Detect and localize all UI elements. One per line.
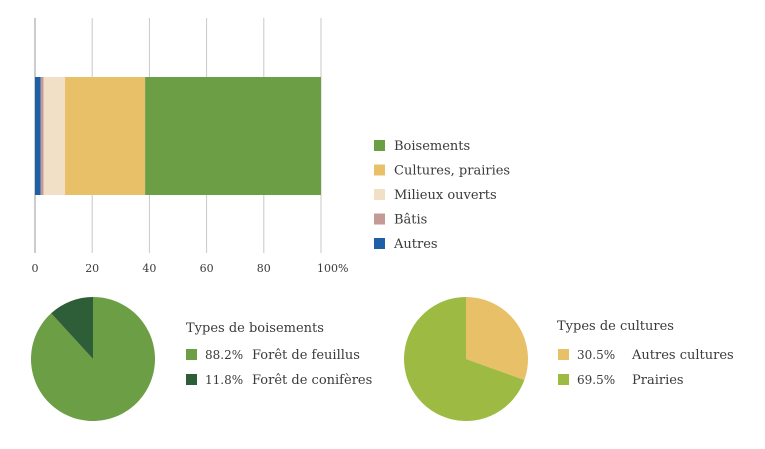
- slice-percent: 69.5%: [577, 373, 615, 387]
- bar-segment: [40, 77, 44, 195]
- pie-slice: [403, 297, 525, 421]
- legend-swatch: [374, 238, 385, 249]
- stacked-bar-chart: 0 20 40 60 80 100% Boisements Cultures, prairi…: [32, 18, 510, 275]
- bar-segments: [35, 77, 321, 195]
- legend-swatch: [374, 164, 385, 176]
- pie-legend: 88.2% Forêt de feuillus 11.8% Forêt de coni…: [186, 348, 372, 388]
- x-tick-label: 60: [200, 262, 214, 275]
- x-tick-label: 80: [257, 262, 271, 275]
- pie-slices: [31, 296, 156, 421]
- bar-segment: [35, 77, 41, 195]
- legend-label: Prairies: [632, 373, 684, 388]
- x-tick-label: 0: [32, 262, 39, 275]
- legend-label: Cultures, prairies: [394, 164, 510, 179]
- x-tick-label: 100%: [317, 262, 348, 275]
- x-tick-label: 20: [85, 262, 99, 275]
- legend-label: Bâtis: [394, 213, 427, 228]
- pie-slices: [403, 297, 528, 421]
- pie-slice: [466, 297, 528, 381]
- legend-label: Autres: [393, 237, 438, 252]
- slice-percent: 88.2%: [205, 348, 243, 362]
- legend-swatch: [558, 349, 569, 360]
- slice-percent: 30.5%: [577, 348, 615, 362]
- legend-label: Autres cultures: [631, 348, 734, 363]
- legend-label: Milieux ouverts: [394, 188, 497, 203]
- pie-legend: 30.5% Autres cultures 69.5% Prairies: [558, 348, 734, 388]
- bar-segment: [145, 77, 321, 195]
- pie-chart-cultures: Types de cultures 30.5% Autres cultures 69…: [403, 297, 734, 421]
- legend-swatch: [374, 189, 385, 200]
- pie-slice: [51, 297, 93, 359]
- legend-swatch: [186, 374, 197, 385]
- legend-swatch: [186, 349, 197, 360]
- bar-segment: [43, 77, 66, 195]
- legend-swatch: [558, 374, 569, 385]
- bar-segment: [65, 77, 146, 195]
- legend-label: Forêt de conifères: [252, 373, 372, 388]
- legend-label: Forêt de feuillus: [252, 348, 360, 363]
- legend-label: Boisements: [394, 139, 470, 154]
- legend-swatch: [374, 213, 385, 225]
- bar-legend: Boisements Cultures, prairies Milieux ouve…: [374, 139, 510, 252]
- pie-slice: [31, 296, 156, 421]
- pie-title: Types de boisements: [186, 321, 324, 336]
- x-tick-label: 40: [142, 262, 156, 275]
- legend-swatch: [374, 140, 385, 151]
- x-axis-ticks: 0 20 40 60 80 100%: [32, 262, 349, 275]
- pie-title: Types de cultures: [557, 319, 674, 334]
- pie-chart-boisements: Types de boisements 88.2% Forêt de feuill…: [31, 296, 372, 421]
- slice-percent: 11.8%: [205, 373, 243, 387]
